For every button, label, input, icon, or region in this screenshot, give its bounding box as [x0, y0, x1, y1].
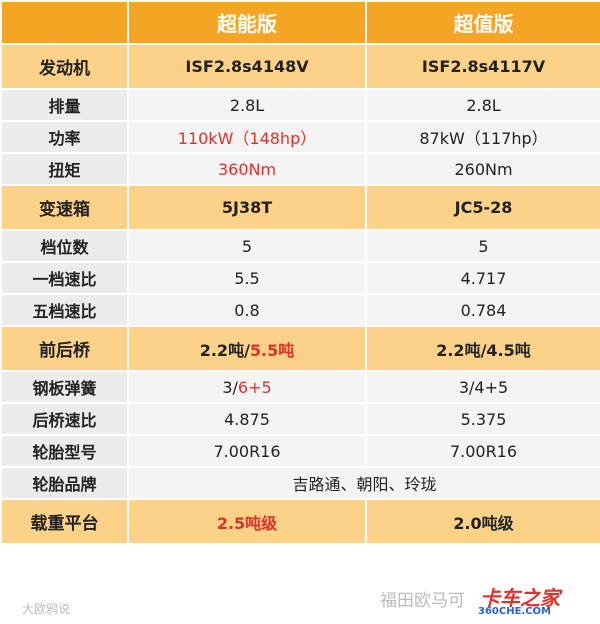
- cell: 7.00R16: [127, 434, 367, 468]
- cell: 4.717: [365, 261, 600, 295]
- cell: 87kW（117hp）: [365, 120, 600, 154]
- cell-text: ISF2.8s4117V: [421, 57, 546, 76]
- header-corner: [0, 0, 129, 45]
- row: 轮胎品牌 吉路通、朝阳、玲珑: [0, 466, 600, 500]
- cell-text: 5: [478, 236, 489, 256]
- row: 钢板弹簧 3/6+5 3/4+5: [0, 370, 600, 404]
- header-row: 超能版 超值版: [0, 0, 600, 45]
- cell-text: 5J38T: [221, 198, 273, 217]
- cell-text: 0.784: [460, 300, 507, 320]
- cell: 2.8L: [365, 88, 600, 122]
- cell: JC5-28: [365, 184, 600, 231]
- cell-text: 4.875: [224, 409, 270, 429]
- cell: ISF2.8s4148V: [127, 43, 367, 90]
- section-row: 变速箱 5J38T JC5-28: [0, 184, 600, 231]
- cell-text: 260Nm: [454, 159, 513, 179]
- cell-text: 360Nm: [217, 159, 277, 179]
- row-label: 前后桥: [0, 325, 129, 372]
- cell: 3/4+5: [365, 370, 600, 404]
- cell-text: 7.00R16: [213, 441, 281, 461]
- logo-site: 360CHE.COM: [478, 606, 552, 617]
- cell: 吉路通、朝阳、玲珑: [127, 466, 600, 500]
- row-label: 发动机: [0, 43, 129, 90]
- cell-text: 2.2吨/4.5吨: [436, 340, 531, 360]
- cell-text: 7.00R16: [449, 441, 518, 461]
- row-label: 五档速比: [0, 293, 129, 327]
- row: 排量 2.8L 2.8L: [0, 88, 600, 122]
- cell-text: 4.717: [460, 268, 507, 288]
- cell: 5: [127, 229, 367, 263]
- row-label: 功率: [0, 120, 129, 154]
- row-label: 扭矩: [0, 152, 129, 186]
- cell-text: 87kW（117hp）: [419, 129, 548, 148]
- row-label: 载重平台: [0, 498, 129, 545]
- cell-text: 0.8: [234, 300, 260, 320]
- cell: 5.375: [365, 402, 600, 436]
- cell: 2.2吨/4.5吨: [365, 325, 600, 372]
- cell: 2.8L: [127, 88, 367, 122]
- row-label: 一档速比: [0, 261, 129, 295]
- spec-table: 超能版 超值版 发动机 ISF2.8s4148V ISF2.8s4117V 排量 2.8L 2…: [0, 0, 600, 545]
- cell-text: 2.5吨级: [216, 513, 278, 533]
- row-label: 轮胎型号: [0, 434, 129, 468]
- watermark-text: 福田欧马可: [380, 591, 465, 611]
- row-label: 档位数: [0, 229, 129, 263]
- cell: 2.5吨级: [127, 498, 367, 545]
- cell-text: 110kW（148hp）: [177, 129, 317, 148]
- cell: 360Nm: [127, 152, 367, 186]
- cell: 4.875: [127, 402, 367, 436]
- row: 功率 110kW（148hp） 87kW（117hp）: [0, 120, 600, 154]
- cell: ISF2.8s4117V: [365, 43, 600, 90]
- cell-text: ISF2.8s4148V: [185, 57, 309, 76]
- cell-text: 3/4+5: [458, 377, 509, 397]
- cell-text: 2.0吨级: [453, 513, 514, 533]
- table-body: 超能版 超值版 发动机 ISF2.8s4148V ISF2.8s4117V 排量 2.8L 2…: [0, 0, 600, 545]
- cell-text: 5.375: [460, 409, 507, 429]
- section-row: 载重平台 2.5吨级 2.0吨级: [0, 498, 600, 545]
- cell-text: 2.8L: [466, 95, 501, 115]
- cell: 5.5: [127, 261, 367, 295]
- cell-text: 2.2吨/: [199, 340, 250, 360]
- row-label: 后桥速比: [0, 402, 129, 436]
- cell: 2.0吨级: [365, 498, 600, 545]
- row: 后桥速比 4.875 5.375: [0, 402, 600, 436]
- cell: 5J38T: [127, 184, 367, 231]
- header-cell: 超能版: [127, 0, 367, 45]
- cell: 5: [365, 229, 600, 263]
- cell: 7.00R16: [365, 434, 600, 468]
- row-label: 排量: [0, 88, 129, 122]
- section-row: 前后桥 2.2吨/5.5吨 2.2吨/4.5吨: [0, 325, 600, 372]
- row: 五档速比 0.8 0.784: [0, 293, 600, 327]
- row-label: 变速箱: [0, 184, 129, 231]
- row: 档位数 5 5: [0, 229, 600, 263]
- row: 轮胎型号 7.00R16 7.00R16: [0, 434, 600, 468]
- watermark-left: 大欧鸦说: [22, 602, 71, 616]
- footer: 大欧鸦说 福田欧马可 卡车之家 360CHE.COM: [0, 578, 600, 624]
- cell: 260Nm: [365, 152, 600, 186]
- cell-text: 2.8L: [229, 95, 265, 115]
- logo: 卡车之家: [480, 586, 560, 610]
- cell-text: 6+5: [237, 377, 272, 397]
- cell-text: 5.5吨: [249, 340, 295, 360]
- cell-text: 5: [241, 236, 253, 256]
- row-label: 钢板弹簧: [0, 370, 129, 404]
- cell: 110kW（148hp）: [127, 120, 367, 154]
- cell: 0.8: [127, 293, 367, 327]
- section-row: 发动机 ISF2.8s4148V ISF2.8s4117V: [0, 43, 600, 90]
- header-cell: 超值版: [365, 0, 600, 45]
- cell-text: 吉路通、朝阳、玲珑: [292, 475, 437, 494]
- row-label: 轮胎品牌: [0, 466, 129, 500]
- cell-text: JC5-28: [454, 198, 513, 217]
- row: 扭矩 360Nm 260Nm: [0, 152, 600, 186]
- cell: 0.784: [365, 293, 600, 327]
- cell: 3/6+5: [127, 370, 367, 404]
- cell-text: 3/: [222, 377, 238, 397]
- cell: 2.2吨/5.5吨: [127, 325, 367, 372]
- cell-text: 5.5: [234, 268, 260, 288]
- row: 一档速比 5.5 4.717: [0, 261, 600, 295]
